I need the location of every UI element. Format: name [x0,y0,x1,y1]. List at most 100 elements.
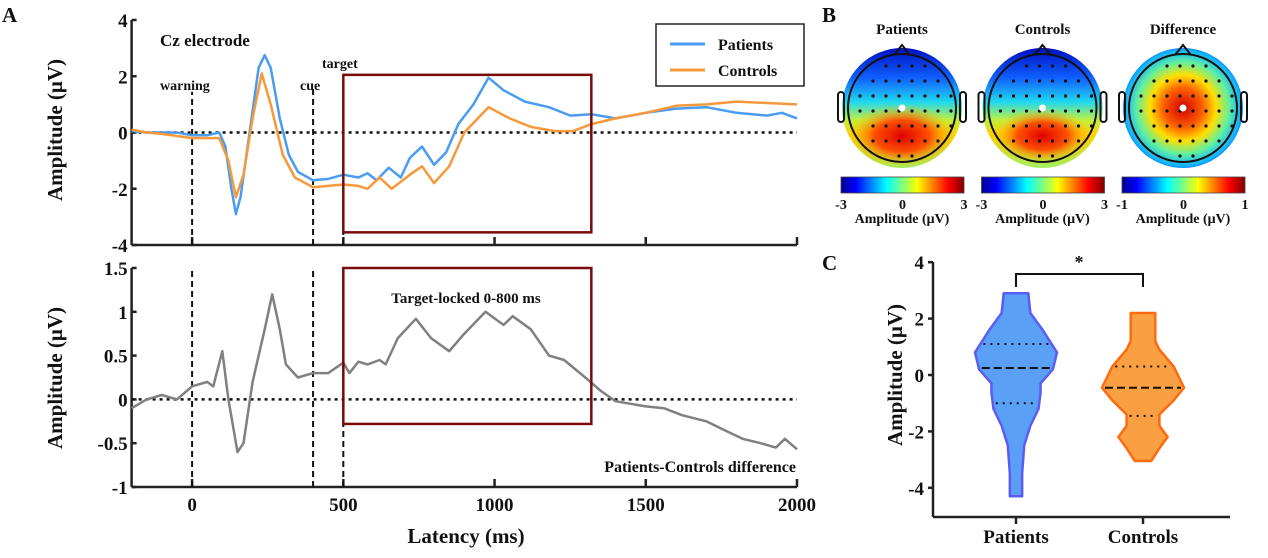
electrode-dot [884,139,888,143]
positive-region [847,104,957,168]
electrode-dot [858,94,862,98]
y-tick-label: 4 [915,253,925,274]
electrode-dot [1204,124,1208,128]
electrode-dot [998,109,1003,113]
electrode-dot [923,109,927,113]
ear-icon [837,91,845,123]
electrode-dot [1063,124,1068,128]
electrode-dot [1024,109,1029,113]
electrode-dot [1178,79,1182,83]
colorbar-label: Amplitude (μV) [1136,212,1231,227]
electrode-dot [1178,124,1182,128]
electrode-dot [1191,139,1195,143]
x-tick-label: Controls [1108,527,1178,548]
electrode-dot [1152,139,1156,143]
colorbar-tick: 3 [1101,198,1108,213]
electrode-dot [1024,124,1029,128]
significance-bracket [1015,273,1144,287]
electrode-dot [1191,79,1195,83]
electrode-dot [871,139,875,143]
event-label-target: target [322,57,358,72]
y-tick-label: 1 [118,303,128,324]
electrode-dot [1178,94,1182,98]
y-tick-label: -4 [908,479,924,500]
ear-icon [1118,91,1126,123]
electrode-dot [1063,139,1068,143]
electrode-dot [1011,139,1016,143]
electrode-dot [1230,109,1234,113]
electrode-dot [1152,124,1156,128]
panel-label-c: C [822,251,837,275]
electrode-dot [858,109,862,113]
electrode-dot [923,94,927,98]
electrode-dot [897,79,901,83]
electrode-dot [1076,94,1081,98]
topomap-patients: Patients -3 0 3 Amplitude (μV) [835,22,967,227]
y-tick-label: -2 [112,180,128,201]
nose-icon [1033,43,1052,56]
electrode-dot [884,109,888,113]
nose-icon [893,43,911,56]
electrode-dot [1152,109,1156,113]
colorbar [1121,176,1246,194]
electrode-dot [910,139,914,143]
x-tick-label: 2000 [778,495,816,516]
y-tick-label: -1 [112,478,128,499]
electrode-dot [1063,109,1068,113]
electrode-dot [884,94,888,98]
electrode-dot [1165,64,1169,68]
electrode-dot [1063,64,1068,68]
legend-box [655,23,805,87]
electrode-dot [1024,79,1029,83]
electrode-dot [1024,64,1029,68]
electrode-dot [1191,124,1195,128]
y-tick-label: 1.5 [104,259,128,280]
topomap-title: Patients [876,22,928,38]
electrode-dot [1050,64,1055,68]
electrode-dot [1217,94,1221,98]
series-line-difference [130,293,798,454]
electrode-dot [897,154,901,158]
electrode-dot [1050,109,1055,113]
panel-c: 4 2 0 -2 -4 Amplitude (μV) Patients Controls * [883,252,1230,548]
chart-title: Cz electrode [160,31,250,50]
electrode-dot [1076,139,1081,143]
x-tick-label: 0 [187,495,197,516]
electrode-dot [1011,94,1016,98]
electrode-dot [1076,79,1081,83]
electrode-dot [910,79,914,83]
legend-item: Controls [718,63,777,80]
electrode-dot [998,94,1003,98]
electrode-dot [897,124,901,128]
series-line-controls [131,72,798,199]
electrode-dot [1165,139,1169,143]
y-tick-label: -4 [112,236,128,257]
legend: Patients Controls [655,23,805,87]
electrode-dot [1165,124,1169,128]
electrode-dot [1037,79,1042,83]
cz-electrode-marker [1179,104,1187,112]
electrode-dot [1011,124,1016,128]
electrode-dot [1050,124,1055,128]
y-axis-label: Amplitude (μV) [883,304,907,446]
ear-icon [1099,91,1108,123]
electrode-dot [1063,79,1068,83]
electrode-dot [884,124,888,128]
electrode-dot [1204,94,1208,98]
colorbar-label: Amplitude (μV) [995,212,1090,227]
colorbar-tick: 0 [1040,198,1047,213]
electrode-dot [1037,124,1042,128]
y-tick-label: 2 [915,310,925,331]
electrode-dot [871,124,875,128]
electrode-dot [1050,94,1055,98]
analysis-window-box [342,266,593,426]
electrode-dot [1037,94,1042,98]
electrode-dot [1076,124,1081,128]
window-annotation: Target-locked 0-800 ms [391,291,541,307]
electrode-dot [871,94,875,98]
event-label-warning: warning [160,79,210,94]
electrode-dot [1076,109,1081,113]
electrode-dot [1024,94,1029,98]
